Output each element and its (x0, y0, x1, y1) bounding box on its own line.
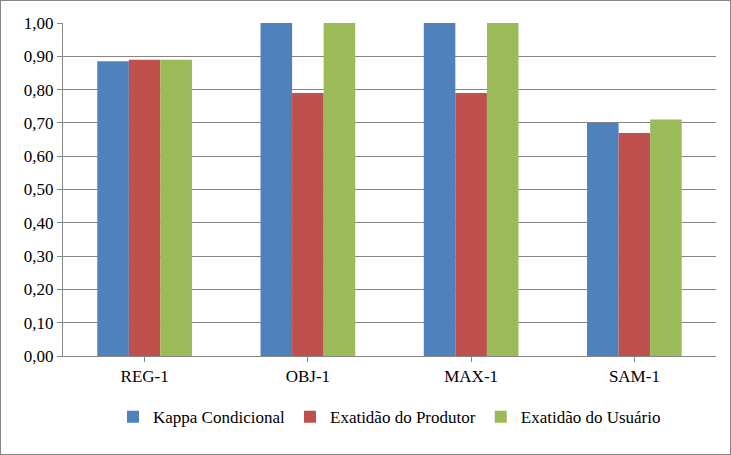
svg-text:0,30: 0,30 (24, 247, 54, 266)
svg-text:0,20: 0,20 (24, 280, 54, 299)
svg-text:1,00: 1,00 (24, 14, 54, 33)
svg-text:0,40: 0,40 (24, 214, 54, 233)
svg-text:0,50: 0,50 (24, 180, 54, 199)
svg-text:Exatidão do Usuário: Exatidão do Usuário (521, 408, 661, 427)
svg-text:0,90: 0,90 (24, 47, 54, 66)
svg-text:SAM-1: SAM-1 (609, 367, 660, 386)
svg-text:0,70: 0,70 (24, 114, 54, 133)
svg-text:0,10: 0,10 (24, 314, 54, 333)
svg-text:MAX-1: MAX-1 (444, 367, 498, 386)
svg-text:REG-1: REG-1 (121, 367, 169, 386)
svg-text:0,60: 0,60 (24, 147, 54, 166)
svg-text:Kappa Condicional: Kappa Condicional (153, 408, 285, 427)
svg-text:Exatidão do Produtor: Exatidão do Produtor (330, 408, 476, 427)
svg-text:0,00: 0,00 (24, 347, 54, 366)
svg-text:0,80: 0,80 (24, 81, 54, 100)
svg-text:OBJ-1: OBJ-1 (286, 367, 330, 386)
